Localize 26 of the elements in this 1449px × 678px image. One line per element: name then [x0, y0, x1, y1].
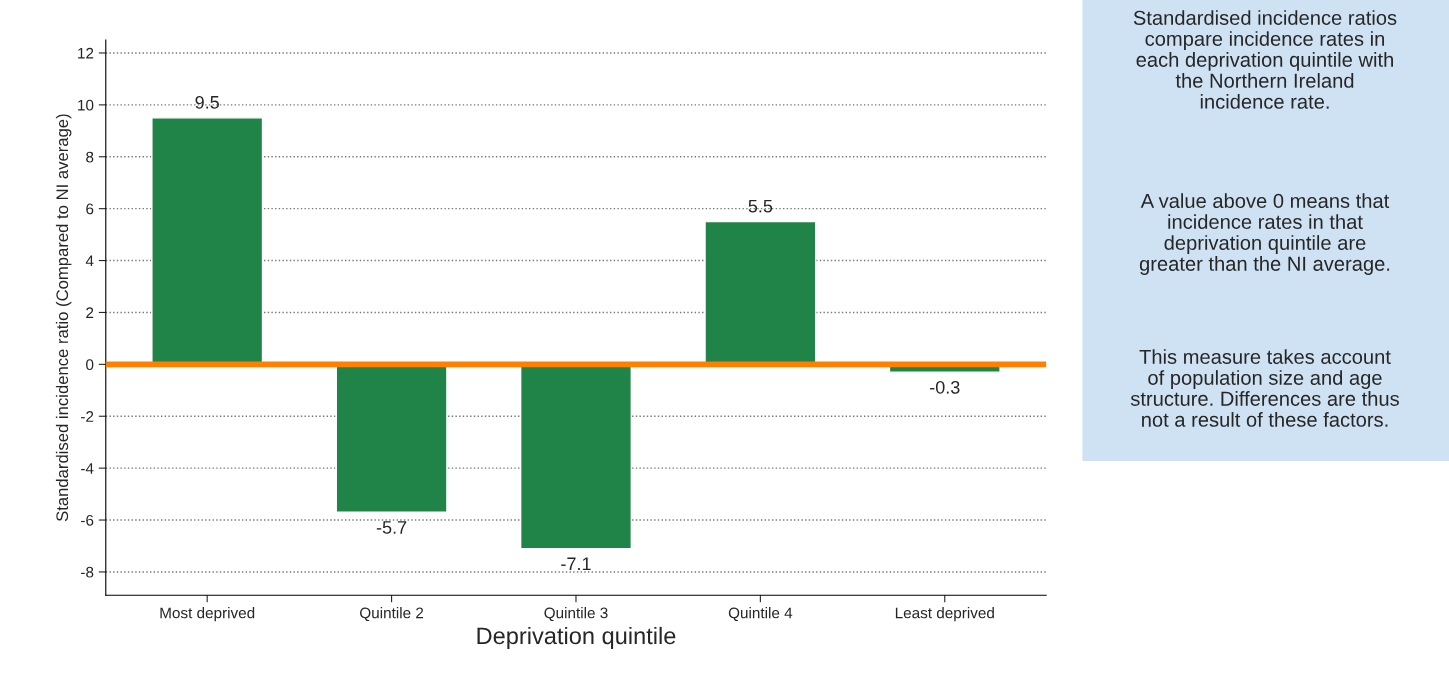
y-tick-label: 10: [78, 99, 94, 111]
y-tick-label: 0: [86, 359, 94, 371]
data-label: -5.7: [376, 521, 407, 534]
y-axis-title: Standardised incidence ratio (Compared to NI average): [55, 114, 72, 522]
x-tick-label: Quintile 2: [360, 607, 424, 622]
y-tick-label: -4: [81, 463, 94, 474]
x-axis-title: Deprivation quintile: [477, 626, 676, 649]
x-tick-label: Least deprived: [895, 607, 994, 622]
y-tick-label: 12: [78, 47, 94, 59]
text: This measure takes account of population size and age structure. Differences are thus not a result of these factors.: [1130, 349, 1399, 427]
y-tick-label: -6: [81, 514, 94, 526]
data-label: -7.1: [561, 557, 591, 570]
data-label: 5.5: [748, 199, 773, 213]
y-tick-label: 4: [85, 255, 94, 267]
text: Standardised incidence ratios compare incidence rates in each deprivation quintile with the Northern Ireland incidence rate.: [1133, 10, 1397, 109]
x-tick-label: Most deprived: [160, 607, 255, 622]
x-tick-label: Quintile 4: [728, 607, 793, 622]
y-tick-label: -2: [81, 411, 94, 422]
y-tick-label: 8: [86, 151, 94, 163]
data-label: -0.3: [930, 380, 960, 394]
data-label: 9.5: [195, 95, 219, 109]
x-tick-label: Quintile 3: [544, 607, 608, 622]
y-tick-label: 2: [86, 307, 94, 318]
y-tick-label: -8: [81, 566, 94, 578]
y-tick-label: 6: [86, 203, 94, 215]
text: A value above 0 means that incidence rates in that deprivation quintile are greater than the NI average.: [1139, 193, 1390, 275]
